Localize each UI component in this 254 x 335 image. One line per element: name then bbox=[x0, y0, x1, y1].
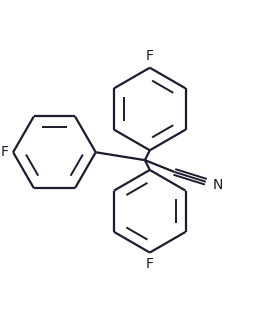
Text: N: N bbox=[212, 178, 222, 192]
Text: F: F bbox=[145, 258, 153, 271]
Text: F: F bbox=[0, 145, 8, 159]
Text: F: F bbox=[145, 49, 153, 63]
